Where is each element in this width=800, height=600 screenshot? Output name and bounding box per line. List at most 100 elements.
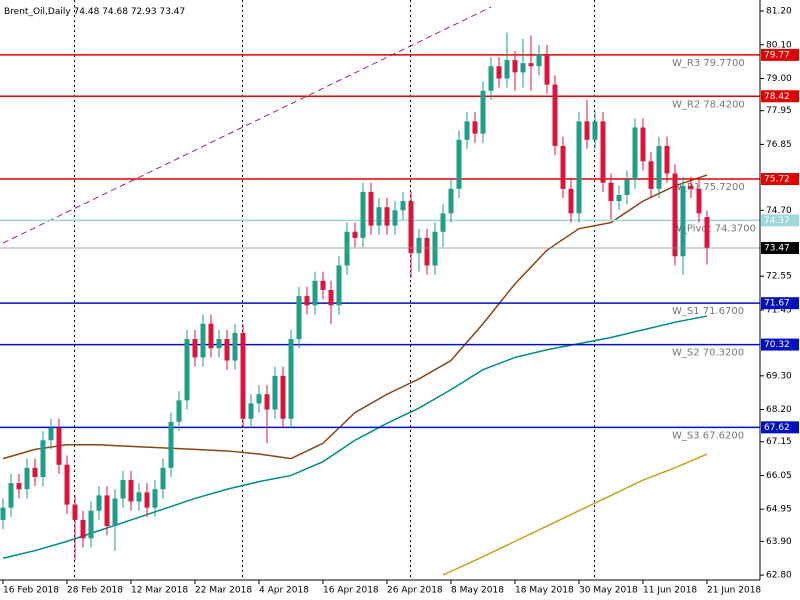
indicator-line [2,6,492,244]
candle-body [40,440,46,477]
level-badge-label: 71.67 [764,299,790,309]
indicator-line [442,453,708,576]
candle-body [160,467,166,490]
candle-body [8,483,14,508]
candle-body [632,127,638,180]
level-label: W_R3 79.7700 [672,58,745,69]
x-tick-label: 8 May 2018 [451,586,504,596]
candle-body [144,492,150,508]
candle-body [168,421,174,468]
candle-body [648,161,654,189]
candle-body [584,121,590,140]
level-badge [761,421,799,434]
candle-body [280,375,286,419]
last-high: 74.68 [102,7,128,17]
plot-area: W_R3 79.7700 W_R2 78.4200 W_R1 75.7200 W_Pi… [0,0,760,580]
y-tick-label: 66.05 [766,471,792,481]
candle-body [432,231,438,266]
candle-body [104,495,110,527]
candle-body [576,121,582,214]
candle-body [384,207,390,226]
level-badge-label: 67.62 [764,423,790,433]
level-label: W_Pivot 74.3700 [672,223,756,234]
y-tick-label: 76.85 [766,140,792,150]
candle-body [448,188,454,214]
level-badge [761,214,799,227]
x-tick-label: 4 Apr 2018 [259,586,309,596]
x-tick-label: 16 Apr 2018 [323,586,379,596]
y-tick-label: 63.90 [766,537,792,547]
candle-body [32,467,38,477]
level-badge [761,90,799,103]
candle-body [64,464,70,505]
last-open: 74.48 [74,7,100,17]
y-tick-label: 81.20 [766,7,792,17]
x-tick-label: 21 Jun 2018 [707,586,761,596]
candle-body [296,296,302,340]
candle-body [672,173,678,257]
candle-body [200,323,206,358]
level-label: W_S2 70.3200 [672,348,744,359]
candle-body [560,145,566,189]
candle-body [568,188,574,214]
candle-body [416,237,422,254]
candle-body [224,339,230,361]
axes: 81.20 80.10 79.00 77.95 76.85 74.70 72.55 71.45… [2,7,799,596]
candle-body [192,339,198,358]
level-label: W_R1 75.7200 [672,182,745,193]
candle-body [328,290,334,306]
level-badge [761,338,799,351]
current-price-badge [761,242,799,255]
y-tick-label: 80.10 [766,40,792,50]
level-label: W_S3 67.6200 [672,430,744,441]
level-label: W_S1 71.6700 [672,306,744,317]
indicator-line [2,174,708,460]
candle-body [112,498,118,527]
candle-body [440,213,446,232]
x-tick-label: 26 Apr 2018 [387,586,443,596]
last-close: 73.47 [159,7,185,17]
candle-body [608,182,614,202]
chart-title: Brent_Oil,Daily 74.48 74.68 72.93 73.47 [4,7,185,17]
candle-body [680,185,686,257]
candle-body [640,127,646,162]
y-tick-label: 77.95 [766,106,792,116]
candle-body [504,60,510,79]
candle-body [456,139,462,189]
level-badge [761,297,799,310]
candle-body [544,53,550,85]
candle-body [248,403,254,419]
candle-body [480,90,486,134]
candle-body [216,339,222,349]
y-tick-label: 62.80 [766,571,792,581]
candle-body [152,489,158,508]
candle-body [624,179,630,195]
candle-body [16,483,22,490]
candle-body [496,66,502,79]
candle-body [264,394,270,410]
candle-body [368,191,374,226]
candle-body [24,467,30,490]
candle-body [696,188,702,214]
candle-body [352,231,358,238]
candle-body [96,495,102,511]
candle-body [344,231,350,266]
candle-body [176,400,182,422]
candle-body [592,121,598,140]
level-label: W_R2 78.4200 [672,99,745,110]
x-tick-label: 18 May 2018 [515,586,574,596]
y-tick-label: 69.30 [766,371,792,381]
y-tick-label: 72.55 [766,272,792,282]
candle-body [88,510,94,539]
candle-body [472,121,478,134]
y-tick-label: 71.45 [766,305,792,315]
candle-body [232,332,238,361]
candle-body [240,332,246,419]
candle-body [320,280,326,290]
candle-body [272,375,278,410]
y-tick-label: 67.15 [766,437,792,447]
level-badge [761,173,799,186]
x-tick-label: 16 Feb 2018 [3,586,59,596]
candle-body [616,194,622,202]
